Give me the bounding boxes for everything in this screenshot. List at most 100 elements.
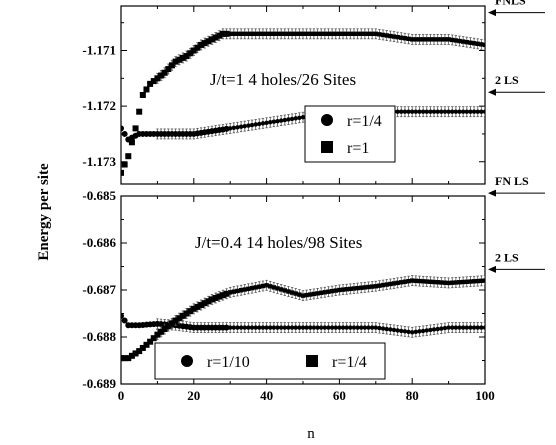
data-point bbox=[315, 31, 320, 37]
data-point bbox=[439, 326, 444, 331]
data-point bbox=[235, 288, 240, 294]
data-point bbox=[329, 31, 335, 37]
data-point bbox=[143, 341, 150, 348]
legend-label: r=1 bbox=[347, 140, 369, 157]
data-point bbox=[271, 31, 277, 37]
data-point bbox=[329, 288, 335, 294]
y-tick-label: -1.172 bbox=[82, 98, 116, 113]
data-point bbox=[442, 37, 448, 42]
y-tick-label: -0.689 bbox=[82, 376, 116, 391]
data-point bbox=[304, 292, 309, 298]
data-point bbox=[121, 161, 128, 168]
data-point bbox=[435, 280, 440, 285]
data-point bbox=[406, 329, 411, 335]
reference-arrowhead bbox=[488, 265, 496, 273]
data-point bbox=[373, 31, 378, 37]
data-point bbox=[257, 325, 262, 330]
data-point bbox=[417, 37, 422, 42]
data-point bbox=[453, 325, 459, 330]
data-point bbox=[377, 32, 382, 37]
data-point bbox=[399, 109, 404, 114]
data-point bbox=[293, 31, 298, 37]
data-point bbox=[420, 279, 426, 284]
data-point bbox=[431, 279, 437, 285]
data-point bbox=[315, 291, 320, 296]
data-point bbox=[257, 31, 262, 37]
data-point bbox=[439, 280, 444, 285]
data-point bbox=[289, 116, 295, 122]
data-point bbox=[242, 31, 247, 37]
data-point bbox=[282, 31, 287, 37]
data-point bbox=[154, 331, 161, 338]
data-point bbox=[435, 109, 440, 114]
data-point bbox=[231, 289, 237, 294]
data-point bbox=[351, 286, 357, 291]
data-point bbox=[475, 278, 480, 284]
data-point bbox=[406, 109, 411, 114]
data-point bbox=[176, 315, 183, 322]
data-point bbox=[410, 109, 415, 114]
data-point bbox=[150, 335, 157, 342]
data-point bbox=[450, 280, 455, 285]
legend-marker bbox=[306, 355, 318, 367]
data-point bbox=[125, 355, 132, 362]
data-point bbox=[388, 281, 393, 287]
x-tick-label: 60 bbox=[333, 388, 346, 403]
data-point bbox=[190, 47, 197, 54]
legend-marker bbox=[321, 114, 333, 126]
data-point bbox=[424, 109, 429, 114]
y-tick-label: -0.687 bbox=[82, 282, 116, 297]
data-point bbox=[424, 279, 429, 284]
data-point bbox=[453, 38, 459, 43]
data-point bbox=[468, 109, 473, 114]
data-point bbox=[246, 286, 251, 292]
data-point bbox=[348, 325, 353, 330]
data-point bbox=[391, 34, 397, 39]
data-point bbox=[242, 287, 247, 292]
data-point bbox=[359, 285, 364, 290]
data-point bbox=[333, 325, 338, 330]
data-point bbox=[161, 69, 168, 76]
data-point bbox=[406, 278, 411, 284]
legend-label: r=1/10 bbox=[207, 354, 250, 371]
data-point bbox=[308, 292, 313, 297]
data-point bbox=[359, 31, 364, 37]
data-point bbox=[286, 325, 291, 330]
reference-label: 2 LS bbox=[495, 250, 519, 264]
data-point bbox=[297, 292, 302, 297]
data-point bbox=[150, 78, 157, 85]
data-point bbox=[417, 329, 422, 334]
data-point bbox=[384, 282, 389, 287]
data-point bbox=[257, 284, 262, 289]
data-point bbox=[297, 115, 302, 121]
data-point bbox=[344, 325, 349, 330]
data-point bbox=[359, 325, 364, 330]
data-point bbox=[246, 325, 251, 330]
data-point bbox=[319, 325, 324, 330]
data-point bbox=[260, 31, 266, 37]
data-point bbox=[326, 325, 331, 330]
data-point bbox=[223, 290, 230, 297]
data-point bbox=[297, 31, 302, 37]
data-point bbox=[333, 288, 338, 293]
data-point bbox=[471, 41, 477, 46]
data-point bbox=[351, 31, 357, 37]
data-point bbox=[136, 108, 143, 115]
data-point bbox=[482, 109, 485, 114]
data-point bbox=[187, 50, 194, 57]
data-point bbox=[278, 31, 284, 37]
data-point bbox=[388, 327, 393, 332]
data-point bbox=[435, 326, 440, 332]
data-point bbox=[468, 325, 473, 330]
data-point bbox=[238, 288, 244, 293]
data-point bbox=[231, 125, 237, 131]
y-tick-label: -1.171 bbox=[82, 43, 116, 58]
data-point bbox=[297, 325, 302, 330]
data-point bbox=[326, 31, 331, 37]
data-point bbox=[442, 280, 448, 285]
data-point bbox=[264, 325, 269, 330]
data-point bbox=[442, 109, 448, 114]
data-point bbox=[308, 31, 313, 37]
data-point bbox=[340, 287, 346, 292]
data-point bbox=[450, 325, 455, 330]
